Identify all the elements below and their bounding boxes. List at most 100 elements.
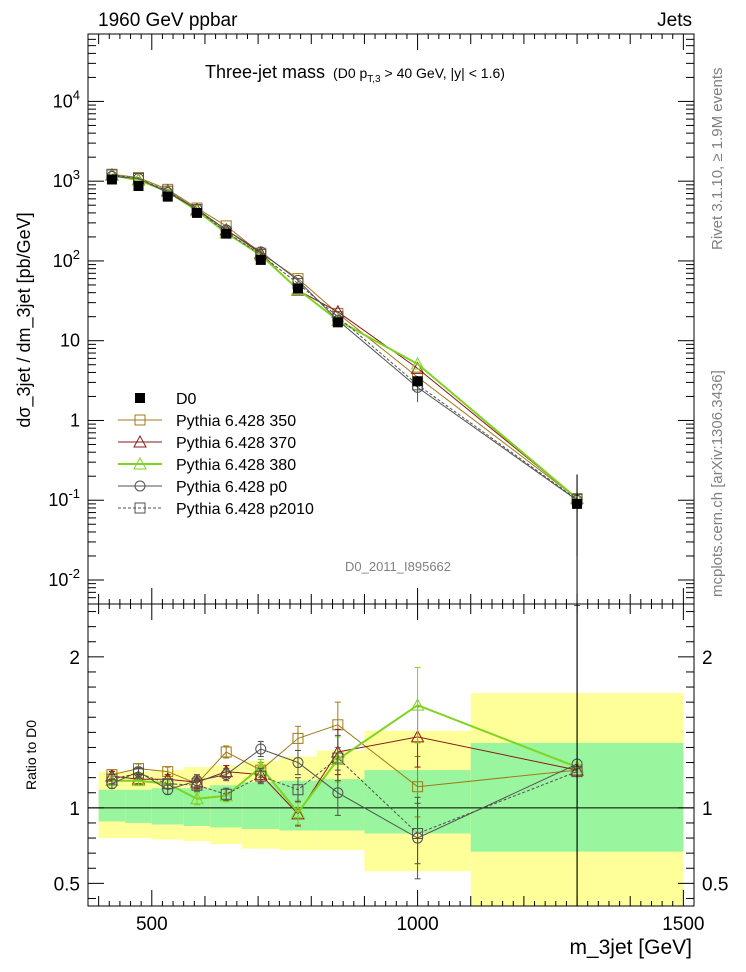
legend-label: Pythia 6.428 p2010: [176, 501, 314, 518]
band-inner: [316, 779, 365, 831]
series-line: [111, 174, 578, 500]
ratio-y-tick-label-right: 2: [702, 648, 713, 669]
main-ticks: [88, 33, 694, 605]
mcplots-label: mcplots.cern.ch [arXiv:1306.3436]: [709, 370, 726, 597]
ratio-point: [131, 773, 146, 787]
x-tick-label: 500: [136, 914, 168, 935]
y-tick-label: 10-1: [48, 486, 80, 510]
data-point: [410, 361, 425, 374]
header-left: 1960 GeV ppbar: [98, 10, 238, 31]
ratio-point: [220, 746, 232, 758]
legend-marker: [133, 434, 147, 448]
ratio-point: [133, 767, 144, 779]
y-tick-label: 104: [53, 87, 80, 111]
legend-label: Pythia 6.428 350: [176, 413, 296, 430]
chart-subtitle-suffix: > 40 GeV, |y| < 1.6): [381, 65, 505, 81]
legend-label: D0: [176, 391, 197, 408]
data-point: [292, 283, 303, 294]
ratio-bands: [98, 693, 684, 906]
legend-marker: [134, 480, 146, 492]
ratio-y-tick-label: 0.5: [54, 874, 80, 895]
data-point: [133, 180, 144, 191]
series-pp2010: [106, 169, 583, 506]
series-line: [111, 173, 578, 499]
ratio-point: [162, 778, 174, 790]
band-inner: [125, 789, 152, 823]
ratio-point: [255, 743, 267, 755]
x-axis-label: m_3jet [GeV]: [569, 936, 692, 959]
y-tick-label-exp: 4: [73, 87, 80, 102]
ratio-point: [292, 757, 304, 769]
ratio-y-tick-label-right: 1: [702, 799, 713, 820]
legend-label: Pythia 6.428 380: [176, 457, 296, 474]
ratio-point: [191, 779, 203, 791]
band-inner: [98, 789, 126, 822]
y-tick-label: 1: [70, 410, 80, 430]
ratio-line: [111, 724, 578, 788]
y-tick-label-base: 10: [53, 91, 73, 111]
y-tick-label-base: 10: [48, 490, 68, 510]
ratio-point: [332, 787, 344, 799]
x-tick-label: 1500: [662, 914, 704, 935]
series-data: [106, 174, 583, 556]
series-line: [111, 175, 578, 501]
data-point: [221, 228, 232, 239]
ratio-point: [255, 770, 267, 782]
y-tick-label-exp: -2: [68, 566, 80, 581]
ratio-point: [190, 791, 204, 805]
legend-label: Pythia 6.428 370: [176, 435, 296, 452]
chart-subtitle-sub: T,3: [367, 74, 381, 85]
legend-marker: [133, 456, 147, 470]
ratio-y-tick-label-right: 0.5: [702, 874, 728, 895]
ratio-point: [332, 752, 344, 764]
main-series: [105, 167, 584, 604]
ratio-line: [111, 704, 578, 815]
data-point: [412, 376, 423, 387]
ratio-line: [111, 736, 578, 815]
data-point: [106, 174, 117, 185]
ratio-y-tick-label: 2: [69, 648, 80, 669]
y-tick-label-exp: -1: [68, 486, 80, 501]
y-tick-label: 102: [53, 247, 80, 271]
y-tick-label-base: 10: [53, 171, 73, 191]
legend: D0 Pythia 6.428 350 Pythia 6.428 370 Pythia…: [118, 391, 314, 518]
ratio-point: [410, 698, 425, 711]
ratio-ylabel: Ratio to D0: [23, 720, 39, 790]
y-tick-label-exp: 2: [73, 247, 80, 262]
ratio-series: [105, 603, 584, 907]
ratio-line: [111, 757, 578, 835]
ratio-point: [220, 788, 232, 800]
y-tick-label: 103: [53, 167, 80, 191]
data-point: [191, 207, 202, 218]
ratio-line: [111, 748, 578, 839]
rivet-label: Rivet 3.1.10, ≥ 1.9M events: [709, 68, 726, 251]
y-tick-label-base: 10: [48, 570, 68, 590]
chart-title: Three-jet mass (D0 pT,3 > 40 GeV, |y| < 1…: [205, 62, 505, 85]
y-tick-label: 10-2: [48, 566, 80, 590]
legend-marker: [135, 393, 145, 403]
main-frame: [87, 33, 695, 605]
y-tick-label-base: 10: [53, 251, 73, 271]
main-ylabel: dσ_3jet / dm_3jet [pb/GeV]: [14, 212, 35, 427]
legend-marker: [134, 414, 146, 426]
x-tick-label: 1000: [396, 914, 438, 935]
header-right: Jets: [657, 10, 692, 31]
ratio-point: [291, 805, 305, 818]
legend-marker: [134, 502, 146, 514]
y-tick-label: 10: [60, 331, 80, 351]
ratio-point: [220, 769, 232, 781]
data-point: [410, 356, 425, 370]
ratio-point: [292, 732, 304, 744]
data-point: [255, 254, 266, 265]
ratio-frame: [87, 603, 695, 907]
ratio-y-tick-label: 1: [69, 799, 80, 820]
ratio-point: [412, 781, 424, 793]
chart-subtitle-prefix: (D0 p: [333, 65, 367, 81]
band-inner: [242, 782, 280, 829]
chart-title-text: Three-jet mass: [205, 62, 325, 82]
ratio-plot: 0.5 0.5 1 1 2 2 500 1000 1500 Ratio to D0 m_3jet…: [23, 603, 728, 959]
ratio-point: [292, 784, 304, 796]
